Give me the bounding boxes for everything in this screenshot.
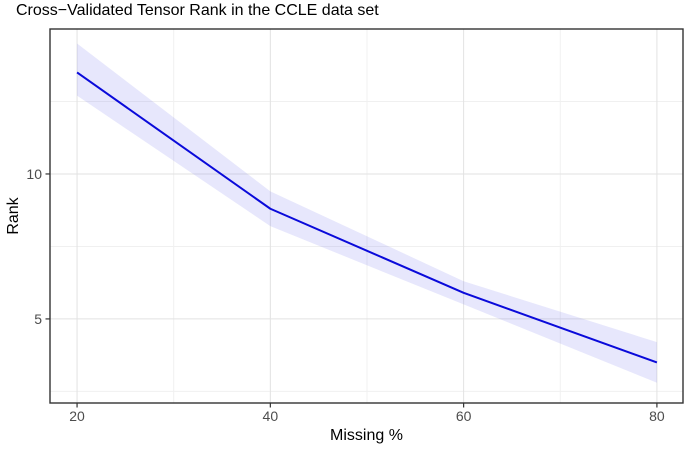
major-gridlines [50,29,683,403]
rank-line [76,71,658,364]
y-axis-title: Rank [5,197,22,235]
x-tick-label: 20 [69,408,85,424]
y-tick-label: 5 [34,311,42,327]
x-tick-label: 60 [456,408,472,424]
x-axis-title: Missing % [330,427,403,444]
chart-title: Cross−Validated Tensor Rank in the CCLE … [16,2,379,19]
y-tick-labels: 5 10 [26,166,42,327]
minor-gridlines [50,29,683,403]
x-tick-labels: 20 40 60 80 [69,408,665,424]
x-tick-label: 80 [649,408,665,424]
axis-tick-marks [45,173,658,408]
panel-border [49,28,684,404]
x-tick-label: 40 [263,408,279,424]
y-tick-label: 10 [26,166,42,182]
confidence-ribbon [77,43,657,383]
